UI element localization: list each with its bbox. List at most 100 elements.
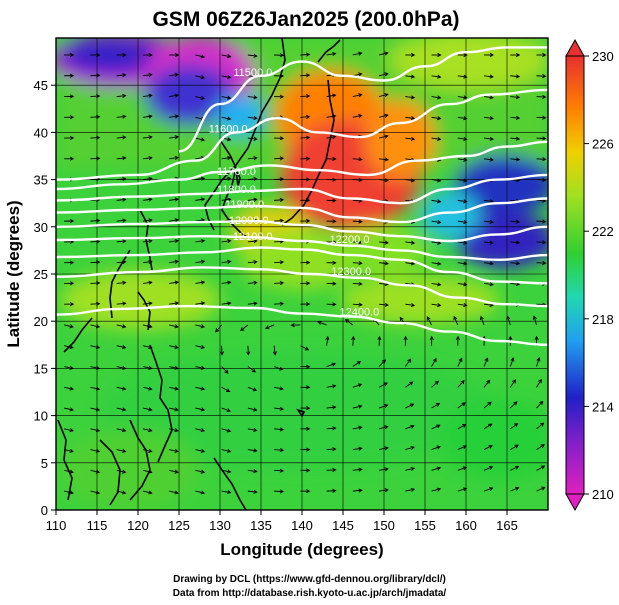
streamline-arrowhead: [121, 407, 127, 412]
streamline-arrowhead: [200, 490, 206, 495]
contour-label: 12300.0: [331, 266, 371, 278]
streamline-arrowhead: [384, 178, 389, 183]
streamline-arrowhead: [384, 467, 389, 472]
streamline-arrowhead: [148, 386, 153, 391]
y-tick-label: 0: [41, 503, 48, 518]
contour-label: 12400.0: [340, 307, 380, 319]
streamline-segment: [116, 282, 126, 284]
streamline-arrowhead: [463, 219, 468, 225]
streamline-segment: [510, 466, 519, 471]
streamline-segment: [405, 116, 415, 119]
streamline-segment: [431, 446, 441, 451]
streamline-arrowhead: [253, 301, 258, 306]
streamline-arrowhead: [227, 238, 232, 244]
streamline-arrowhead: [515, 95, 521, 100]
streamline-segment: [116, 219, 126, 222]
streamline-segment: [379, 158, 389, 161]
streamline-segment: [247, 449, 257, 452]
streamline-arrowhead: [514, 423, 519, 427]
streamline-segment: [274, 261, 284, 264]
streamline-arrowhead: [351, 335, 356, 341]
streamline-segment: [405, 467, 415, 471]
streamline-segment: [195, 469, 205, 473]
streamline-arrowhead: [279, 489, 285, 494]
streamline-segment: [536, 241, 546, 243]
streamline-arrowhead: [253, 95, 258, 100]
streamline-segment: [405, 303, 415, 306]
streamline-segment: [483, 199, 494, 202]
streamline-segment: [352, 220, 362, 223]
streamline-segment: [483, 158, 494, 161]
streamline-segment: [536, 116, 546, 119]
streamline-segment: [195, 324, 205, 328]
streamline-arrowhead: [226, 74, 232, 80]
streamline-segment: [536, 422, 544, 430]
streamline-arrowhead: [514, 444, 519, 449]
streamline-segment: [169, 240, 179, 243]
y-tick-label: 35: [34, 173, 48, 188]
streamline-segment: [352, 383, 362, 388]
streamline-segment: [195, 407, 205, 411]
streamline-segment: [195, 449, 205, 452]
colorbar-tick-label: 214: [592, 399, 614, 414]
streamline-arrowhead: [515, 261, 521, 266]
streamline-arrowhead: [69, 281, 75, 286]
streamline-arrowhead: [357, 383, 363, 388]
streamline-segment: [221, 386, 230, 392]
streamline-segment: [326, 94, 336, 97]
streamline-segment: [142, 490, 152, 494]
streamline-segment: [483, 137, 494, 140]
streamline-arrowhead: [253, 469, 258, 474]
streamline-segment: [142, 407, 152, 411]
temperature-field: [56, 38, 548, 510]
streamline-arrowhead: [488, 423, 493, 428]
colorbar-tick-label: 226: [592, 137, 614, 152]
streamline-segment: [195, 386, 205, 390]
x-tick-label: 140: [291, 518, 313, 533]
streamline-segment: [326, 53, 336, 56]
streamline-segment: [326, 427, 336, 430]
streamline-segment: [536, 486, 545, 492]
streamline-segment: [457, 488, 467, 492]
streamline-segment: [221, 407, 231, 412]
streamline-segment: [536, 96, 546, 98]
streamline-arrowhead: [174, 490, 179, 495]
streamline-arrowhead: [436, 424, 441, 429]
streamline-segment: [536, 303, 546, 306]
streamline-segment: [533, 316, 537, 326]
contour-label: 11600.0: [209, 123, 248, 135]
streamline-segment: [352, 241, 362, 243]
streamline-arrowhead: [332, 384, 337, 389]
streamline-arrowhead: [226, 408, 231, 413]
streamline-arrowhead: [542, 74, 547, 79]
streamline-segment: [510, 282, 520, 285]
streamline-segment: [274, 303, 284, 305]
contour-label: 11500.0: [233, 67, 272, 79]
streamline-segment: [431, 381, 439, 388]
streamline-segment: [378, 359, 386, 367]
streamline-segment: [142, 449, 152, 452]
streamline-segment: [195, 345, 205, 349]
streamline-arrowhead: [407, 358, 412, 363]
streamline-arrowhead: [332, 467, 337, 473]
streamline-segment: [274, 220, 284, 222]
streamline-arrowhead: [200, 280, 206, 285]
streamline-arrowhead: [69, 135, 75, 141]
streamline-segment: [116, 449, 126, 452]
streamline-arrowhead: [437, 95, 442, 100]
streamline-segment: [195, 137, 205, 141]
streamline-segment: [116, 199, 126, 201]
colorbar: 210 214 218 222 226 230: [565, 38, 614, 512]
streamline-segment: [169, 428, 179, 432]
streamline-arrowhead: [200, 345, 206, 350]
streamline-arrowhead: [532, 315, 537, 320]
streamline-arrowhead: [306, 364, 311, 369]
streamline-arrowhead: [540, 422, 545, 427]
contour-line: [56, 219, 548, 243]
streamline-segment: [536, 465, 545, 471]
chart-title: GSM 06Z26Jan2025 (200.0hPa): [152, 8, 459, 31]
streamline-arrowhead: [461, 402, 466, 407]
streamline-arrowhead: [122, 239, 127, 244]
streamline-segment: [405, 137, 415, 140]
streamline-segment: [510, 444, 519, 450]
